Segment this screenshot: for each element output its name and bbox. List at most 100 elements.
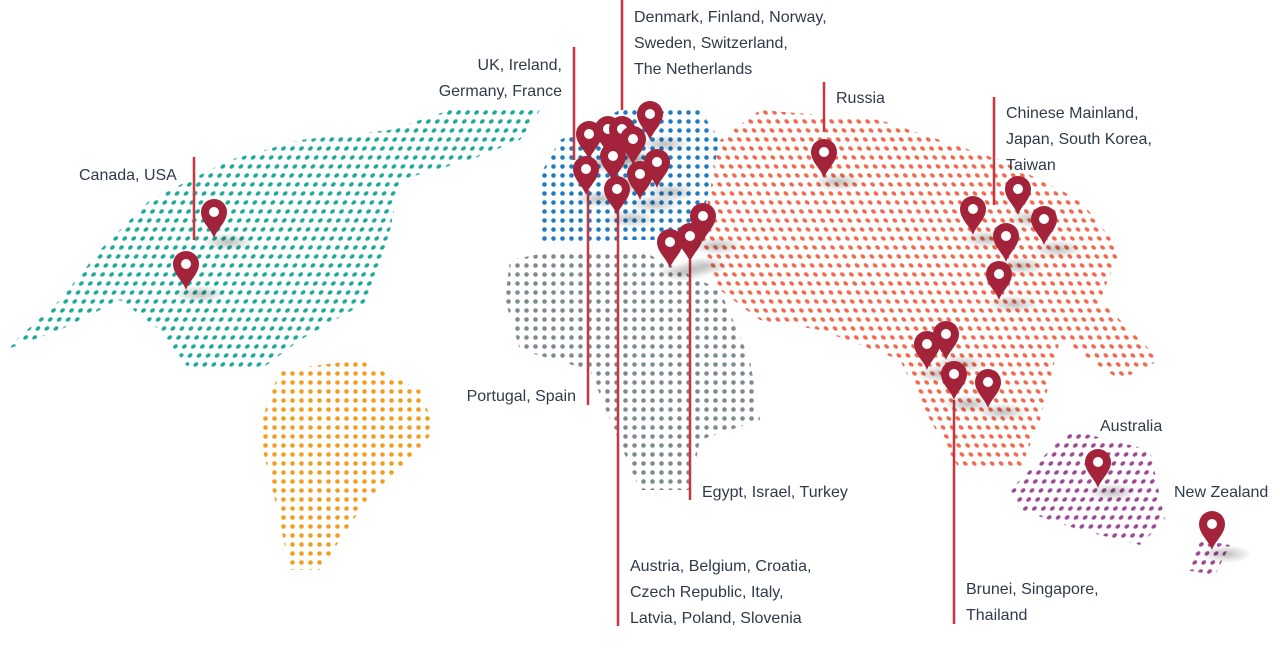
pin-body: [573, 156, 599, 195]
region-label: Japan, South Korea,: [1006, 131, 1152, 148]
pin-dot: [983, 377, 993, 387]
pin-dot: [922, 339, 932, 349]
pin-body: [657, 229, 683, 268]
region-label: Russia: [836, 90, 885, 107]
continents: [5, 110, 1230, 575]
pin-body: [173, 251, 199, 290]
pin-shadow: [691, 237, 743, 255]
pin-body: [1005, 176, 1031, 215]
pin-shadow: [645, 183, 697, 201]
pin-dot: [685, 231, 695, 241]
pin-shadow: [987, 295, 1039, 313]
pin-body: [644, 149, 670, 188]
pin: [1199, 511, 1252, 563]
pin-dot: [581, 164, 591, 174]
pin-dot: [1039, 214, 1049, 224]
labels: Canada, USA UK, Ireland, Germany, France…: [79, 9, 1268, 627]
pin-body: [986, 261, 1012, 300]
pin: [644, 149, 697, 201]
pin-shadow: [1032, 240, 1084, 258]
pin-body: [914, 331, 940, 370]
pin-shadow: [1086, 483, 1138, 501]
africa: [505, 250, 760, 490]
pin-body: [1031, 206, 1057, 245]
region-label: Chinese Mainland,: [1006, 105, 1139, 122]
pin: [677, 223, 730, 275]
region-label: Germany, France: [439, 83, 562, 100]
pin-dot: [968, 204, 978, 214]
pin: [1085, 449, 1138, 501]
pin: [637, 101, 690, 153]
pin: [811, 139, 864, 191]
region-label: Egypt, Israel, Turkey: [702, 484, 848, 501]
region-label: Czech Republic, Italy,: [630, 584, 784, 601]
australia: [1010, 430, 1165, 545]
pin-dot: [635, 169, 645, 179]
pin-dot: [1093, 457, 1103, 467]
pin-body: [1085, 449, 1111, 488]
pins: [173, 101, 1252, 563]
pin-shadow: [812, 173, 864, 191]
pin-dot: [1013, 184, 1023, 194]
pin-dot: [941, 329, 951, 339]
pin-body: [975, 369, 1001, 408]
pin-shadow: [605, 210, 657, 228]
pin-dot: [645, 109, 655, 119]
region-label: Latvia, Poland, Slovenia: [630, 610, 802, 627]
pin-shadow: [202, 233, 254, 251]
pin-body: [604, 176, 630, 215]
pin-shadow: [1200, 545, 1252, 563]
region-label: Australia: [1100, 418, 1162, 435]
pin-dot: [665, 237, 675, 247]
pin-dot: [1001, 231, 1011, 241]
pin: [173, 251, 226, 303]
region-label: Brunei, Singapore,: [966, 581, 1099, 598]
pin: [1031, 206, 1084, 258]
pin-dot: [1207, 519, 1217, 529]
pin: [986, 261, 1039, 313]
region-label: Portugal, Spain: [467, 388, 576, 405]
pin-body: [690, 203, 716, 242]
pin-dot: [949, 369, 959, 379]
pin-dot: [584, 129, 594, 139]
pin: [975, 369, 1028, 421]
pin-shadow: [976, 403, 1028, 421]
pin-body: [677, 223, 703, 262]
pin: [690, 203, 743, 255]
pin-shadow: [174, 285, 226, 303]
asia: [700, 110, 1160, 470]
pin-shadow: [678, 257, 730, 275]
region-label: The Netherlands: [634, 61, 752, 78]
pin-dot: [181, 259, 191, 269]
south-america: [258, 360, 435, 570]
pin-body: [201, 199, 227, 238]
pin-body: [811, 139, 837, 178]
pin-shadow: [638, 135, 690, 153]
region-label: Austria, Belgium, Croatia,: [630, 558, 811, 575]
region-label: UK, Ireland,: [478, 57, 562, 74]
pin: [604, 176, 657, 228]
pin-dot: [698, 211, 708, 221]
region-label: New Zealand: [1174, 484, 1268, 501]
pin-dot: [608, 151, 618, 161]
pin-dot: [819, 147, 829, 157]
pin-body: [960, 196, 986, 235]
pin-body: [993, 223, 1019, 262]
pin-dot: [612, 184, 622, 194]
region-label: Thailand: [966, 607, 1027, 624]
region-label: Canada, USA: [79, 167, 177, 184]
north-america: [5, 110, 540, 370]
pin-dot: [209, 207, 219, 217]
pin-body: [637, 101, 663, 140]
pin-body: [1199, 511, 1225, 550]
pin: [201, 199, 254, 251]
region-label: Denmark, Finland, Norway,: [634, 9, 827, 26]
region-label: Taiwan: [1006, 157, 1056, 174]
region-label: Sweden, Switzerland,: [634, 35, 788, 52]
pin-body: [941, 361, 967, 400]
leader-lines: [192, 0, 996, 626]
pin-body: [600, 143, 626, 182]
pin-body: [620, 126, 646, 165]
pin-dot: [652, 157, 662, 167]
